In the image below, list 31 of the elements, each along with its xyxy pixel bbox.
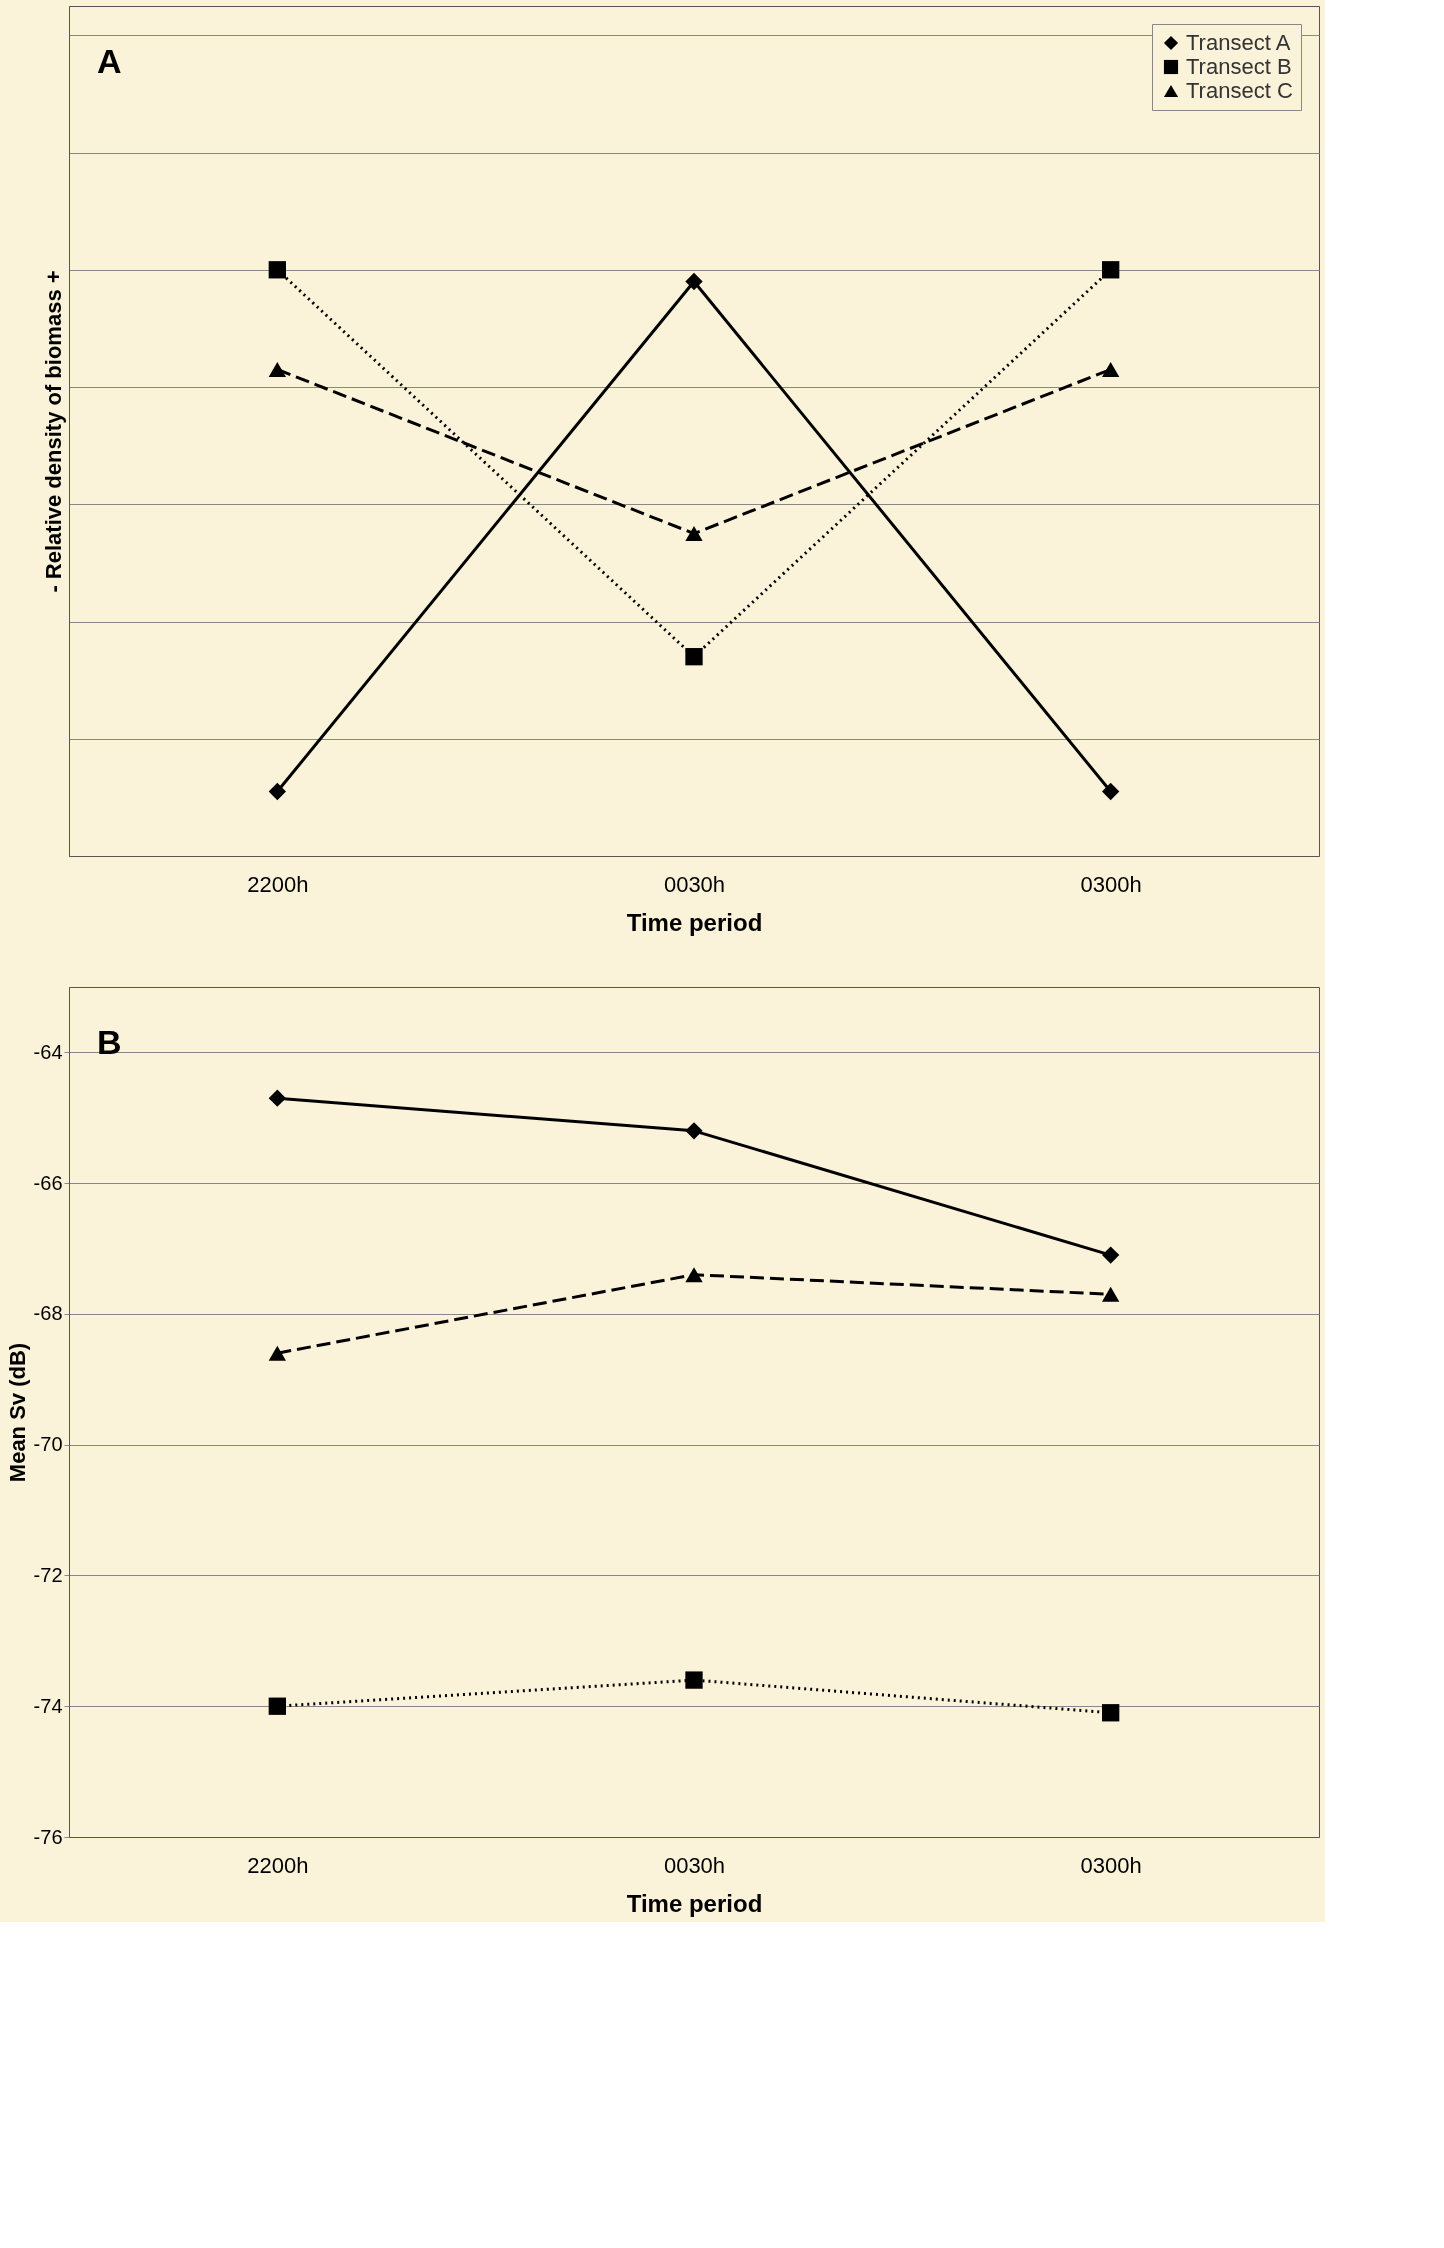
y-tick-label: -72: [33, 1563, 63, 1586]
x-axis-title: Time period: [626, 908, 763, 936]
point: [1102, 1286, 1120, 1302]
x-tick-label: 0030h: [663, 871, 726, 897]
x-axis-title: Time period: [626, 1889, 763, 1917]
y-tick-label: -66: [33, 1171, 63, 1194]
y-tick-label: -74: [33, 1694, 63, 1717]
y-axis-title: - Relative density of biomass +: [40, 270, 66, 593]
y-tick-label: -64: [33, 1040, 63, 1063]
x-tick-label: 0030h: [663, 1852, 726, 1878]
point: [685, 648, 703, 666]
x-tick-label: 2200h: [247, 871, 309, 897]
x-tick-label: 2200h: [247, 1852, 309, 1878]
text: A: [97, 42, 122, 80]
point: [1102, 1704, 1120, 1722]
y-axis-title: Mean Sv (dB): [4, 1342, 30, 1483]
y-tick-label: -76: [33, 1825, 63, 1848]
point: [685, 1671, 703, 1689]
point: [268, 1697, 286, 1715]
point: [1102, 261, 1120, 279]
legend-label: Transect B: [1186, 54, 1292, 79]
legend-label: Transect A: [1186, 30, 1291, 55]
point: [268, 261, 286, 279]
y-tick-label: -68: [33, 1302, 63, 1325]
annotation: B: [97, 1023, 122, 1061]
y-tick-label: -70: [33, 1433, 63, 1456]
point: [268, 1345, 286, 1361]
point: [1102, 361, 1120, 377]
legend-label: Transect C: [1186, 78, 1293, 103]
x-tick-label: 0300h: [1080, 1852, 1142, 1878]
x-tick-label: 0300h: [1080, 871, 1142, 897]
